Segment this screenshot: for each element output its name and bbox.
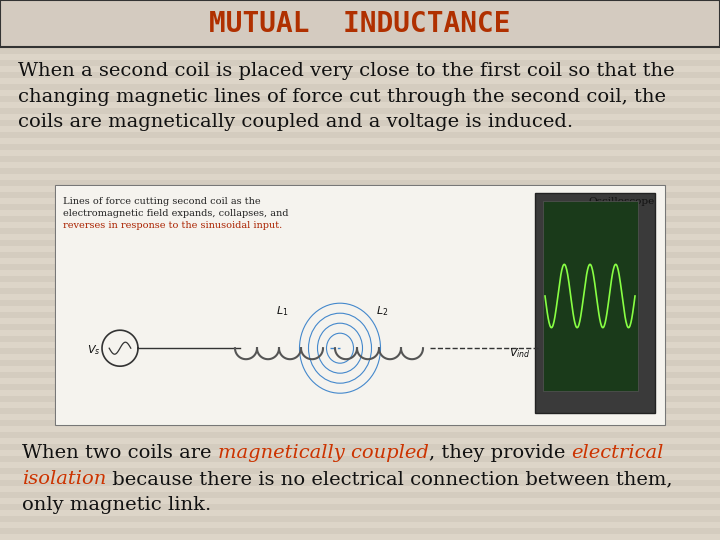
Bar bbox=[0, 216, 720, 222]
Bar bbox=[0, 348, 720, 354]
Text: When a second coil is placed very close to the first coil so that the
changing m: When a second coil is placed very close … bbox=[18, 62, 675, 131]
Bar bbox=[0, 0, 720, 6]
Bar bbox=[0, 432, 720, 438]
Bar bbox=[0, 420, 720, 426]
Bar bbox=[535, 193, 655, 413]
Bar bbox=[0, 156, 720, 162]
Bar bbox=[0, 252, 720, 258]
Text: electromagnetic field expands, collapses, and: electromagnetic field expands, collapses… bbox=[63, 209, 289, 218]
Bar bbox=[0, 396, 720, 402]
Bar bbox=[0, 408, 720, 414]
Bar bbox=[0, 276, 720, 282]
Text: magnetically coupled: magnetically coupled bbox=[217, 444, 428, 462]
Bar bbox=[0, 192, 720, 198]
Bar bbox=[0, 120, 720, 126]
Text: only magnetic link.: only magnetic link. bbox=[22, 496, 211, 514]
Bar bbox=[0, 48, 720, 54]
Bar bbox=[0, 444, 720, 450]
Bar bbox=[0, 504, 720, 510]
Bar bbox=[0, 384, 720, 390]
Bar bbox=[0, 60, 720, 66]
Text: $V_s$: $V_s$ bbox=[86, 343, 100, 357]
Bar bbox=[0, 240, 720, 246]
Bar bbox=[0, 336, 720, 342]
Text: $L_2$: $L_2$ bbox=[376, 305, 388, 318]
Text: isolation: isolation bbox=[22, 470, 107, 488]
Bar bbox=[0, 12, 720, 18]
Bar bbox=[0, 228, 720, 234]
Text: Oscilloscope: Oscilloscope bbox=[589, 197, 655, 206]
Bar bbox=[0, 372, 720, 378]
Text: because there is no electrical connection between them,: because there is no electrical connectio… bbox=[107, 470, 672, 488]
Bar bbox=[0, 456, 720, 462]
Bar bbox=[55, 185, 665, 425]
Bar bbox=[0, 132, 720, 138]
Bar bbox=[0, 300, 720, 306]
Text: Lines of force cutting second coil as the: Lines of force cutting second coil as th… bbox=[63, 197, 261, 206]
Bar bbox=[56, 186, 664, 424]
Text: $V_{ind}$: $V_{ind}$ bbox=[509, 346, 531, 360]
Bar bbox=[543, 201, 638, 391]
Bar bbox=[0, 480, 720, 486]
Bar bbox=[0, 492, 720, 498]
Bar bbox=[0, 264, 720, 270]
Bar bbox=[0, 0, 720, 47]
Bar bbox=[0, 468, 720, 474]
Bar bbox=[0, 168, 720, 174]
Bar bbox=[0, 516, 720, 522]
Bar bbox=[0, 108, 720, 114]
Text: reverses in response to the sinusoidal input.: reverses in response to the sinusoidal i… bbox=[63, 221, 282, 230]
Bar bbox=[0, 324, 720, 330]
Bar bbox=[0, 204, 720, 210]
Bar bbox=[0, 144, 720, 150]
Text: When two coils are: When two coils are bbox=[22, 444, 217, 462]
Bar bbox=[0, 288, 720, 294]
Text: $L_1$: $L_1$ bbox=[276, 305, 288, 318]
Bar bbox=[0, 24, 720, 30]
Text: MUTUAL  INDUCTANCE: MUTUAL INDUCTANCE bbox=[210, 10, 510, 37]
Bar bbox=[0, 72, 720, 78]
Bar bbox=[0, 528, 720, 534]
Bar bbox=[0, 84, 720, 90]
Bar bbox=[0, 180, 720, 186]
Bar bbox=[0, 96, 720, 102]
Bar bbox=[0, 360, 720, 366]
Text: , they provide: , they provide bbox=[428, 444, 571, 462]
Bar bbox=[0, 312, 720, 318]
Bar bbox=[0, 36, 720, 42]
Text: electrical: electrical bbox=[571, 444, 664, 462]
